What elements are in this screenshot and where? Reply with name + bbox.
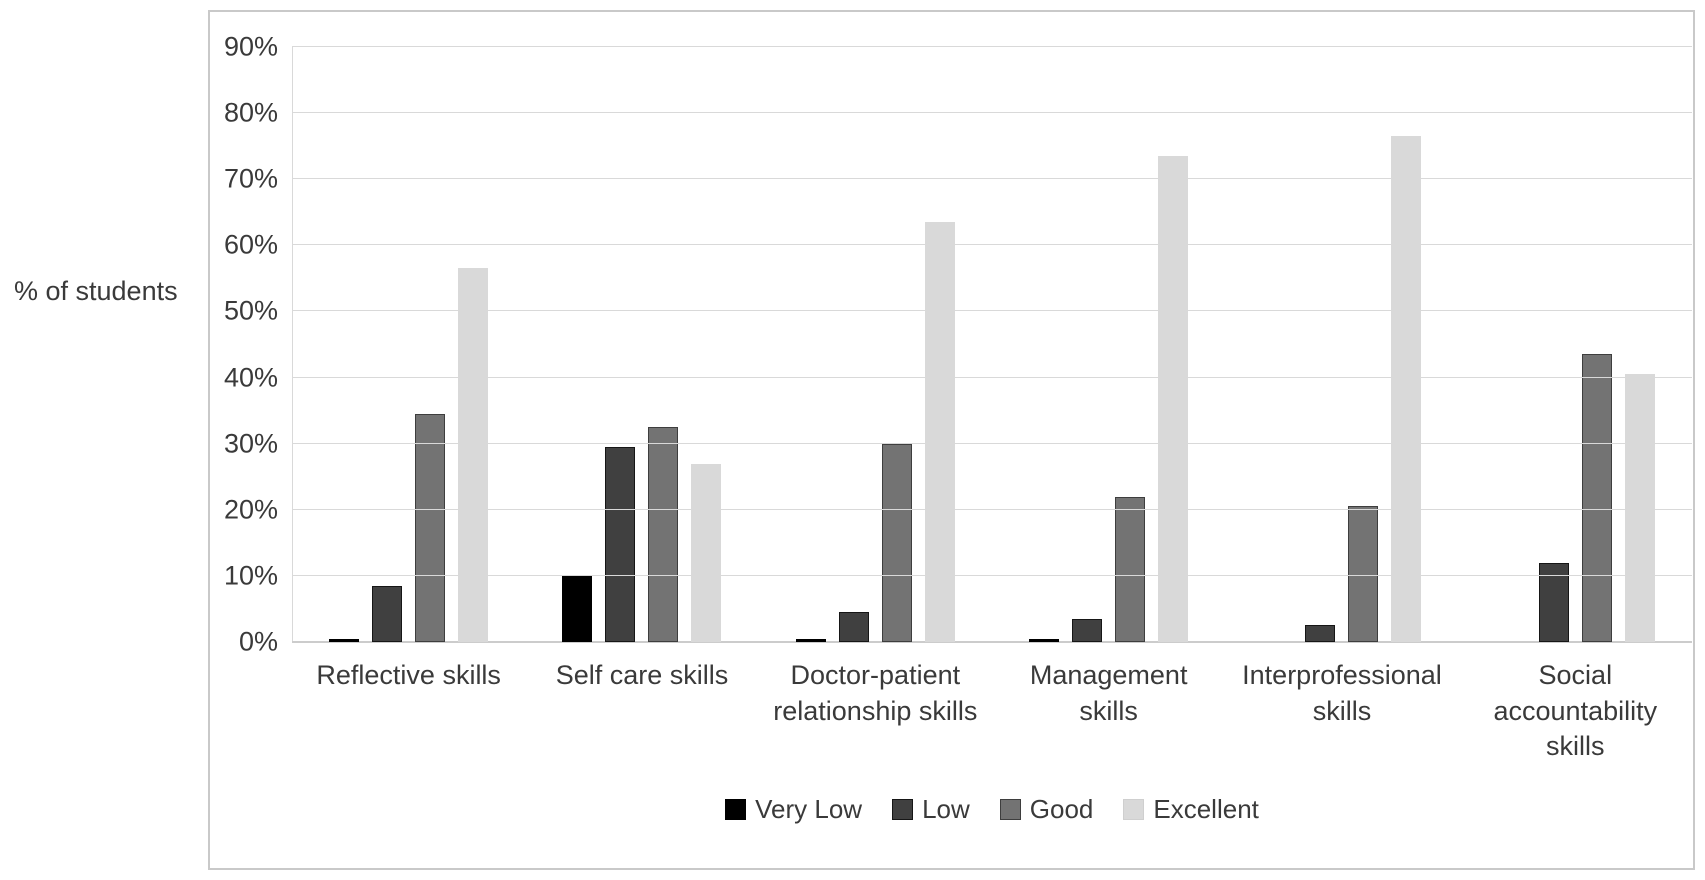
bar-group-doctor-patient — [759, 47, 992, 642]
y-tick-label-40: 40% — [223, 362, 278, 393]
y-tick-label-0: 0% — [238, 626, 278, 657]
gridline-50 — [292, 310, 1692, 312]
legend-label-very-low: Very Low — [755, 794, 863, 824]
bar-good-reflective-skills — [415, 413, 446, 642]
bar-good-doctor-patient-relationship-skills — [881, 443, 912, 642]
legend-item-good: Good — [999, 794, 1094, 825]
legend-item-very-low: Very Low — [725, 794, 862, 825]
bar-excellent-reflective-skills — [458, 268, 489, 642]
category-cell-social: Social accountability skills — [1459, 658, 1692, 765]
legend-swatch-excellent — [1123, 799, 1145, 820]
y-tick-label-90: 90% — [223, 31, 278, 62]
bar-group-management — [992, 47, 1225, 642]
category-label-reflective-skills: Reflective skills — [316, 660, 501, 690]
category-cell-self-care-skills: Self care skills — [525, 658, 758, 765]
category-label-social-accountability-skills: Social accountability skills — [1493, 660, 1658, 762]
y-tick-label-30: 30% — [223, 428, 278, 459]
category-cell-reflective-skills: Reflective skills — [292, 658, 525, 765]
bar-excellent-management-skills — [1158, 156, 1189, 642]
gridline-90 — [292, 46, 1692, 47]
y-tick-label-50: 50% — [223, 295, 278, 326]
category-cell-interprofessional: Interprofessional skills — [1225, 658, 1458, 765]
bar-very-low-reflective-skills — [329, 638, 360, 642]
bar-good-interprofessional-skills — [1348, 506, 1379, 642]
legend-swatch-very-low — [725, 799, 747, 820]
category-cell-doctor-patient: Doctor-patient relationship skills — [759, 658, 992, 765]
gridline-60 — [292, 244, 1692, 246]
legend-item-excellent: Excellent — [1123, 794, 1259, 825]
gridline-80 — [292, 112, 1692, 114]
bar-low-reflective-skills — [372, 585, 403, 642]
gridline-20 — [292, 508, 1692, 510]
legend-swatch-low — [892, 799, 914, 820]
gridline-10 — [292, 574, 1692, 576]
bar-excellent-interprofessional-skills — [1391, 136, 1422, 642]
category-label-management-skills: Management skills — [1029, 660, 1188, 726]
bar-excellent-social-accountability-skills — [1624, 374, 1655, 642]
bar-excellent-self-care-skills — [691, 463, 722, 642]
bar-groups-container — [292, 47, 1692, 642]
bar-good-self-care-skills — [648, 427, 679, 642]
y-tick-label-80: 80% — [223, 97, 278, 128]
bar-group-reflective-skills — [292, 47, 525, 642]
category-label-self-care-skills: Self care skills — [555, 660, 729, 690]
bar-low-interprofessional-skills — [1305, 625, 1336, 642]
y-axis-title: % of students — [14, 276, 178, 306]
bar-low-self-care-skills — [605, 446, 636, 642]
x-axis-baseline — [292, 641, 1692, 643]
gridline-40 — [292, 376, 1692, 378]
legend-swatch-good — [999, 799, 1021, 820]
gridline-30 — [292, 442, 1692, 444]
legend-label-good: Good — [1029, 794, 1094, 824]
bar-very-low-management-skills — [1029, 638, 1060, 642]
y-tick-label-70: 70% — [223, 163, 278, 194]
category-label-interprofessional-skills: Interprofessional skills — [1242, 660, 1442, 726]
plot-area: 0% 10% 20% 30% 40% 50% 60% 70% 80% 90% — [224, 32, 1692, 657]
y-tick-label-10: 10% — [223, 560, 278, 591]
legend: Very Low Low Good Excellent — [292, 794, 1692, 825]
category-labels-row: Reflective skills Self care skills Doctor-… — [292, 658, 1692, 765]
category-label-doctor-patient-relationship-skills: Doctor-patient relationship skills — [773, 660, 978, 726]
bar-very-low-self-care-skills — [562, 575, 593, 642]
legend-label-excellent: Excellent — [1153, 794, 1259, 824]
bar-group-interprofessional — [1225, 47, 1458, 642]
bar-low-social-accountability-skills — [1538, 562, 1569, 642]
chart-frame: 0% 10% 20% 30% 40% 50% 60% 70% 80% 90% Reflective… — [208, 10, 1695, 870]
bar-group-social — [1459, 47, 1692, 642]
y-axis-line — [292, 47, 293, 643]
legend-item-low: Low — [892, 794, 970, 825]
bar-excellent-doctor-patient-relationship-skills — [924, 222, 955, 642]
gridline-70 — [292, 178, 1692, 180]
bar-good-management-skills — [1115, 496, 1146, 642]
y-tick-label-20: 20% — [223, 494, 278, 525]
bar-low-management-skills — [1072, 618, 1103, 642]
bar-good-social-accountability-skills — [1581, 354, 1612, 642]
y-tick-label-60: 60% — [223, 229, 278, 260]
bar-group-self-care-skills — [525, 47, 758, 642]
bar-very-low-doctor-patient-relationship-skills — [795, 638, 826, 642]
bar-low-doctor-patient-relationship-skills — [838, 612, 869, 642]
category-cell-management: Management skills — [992, 658, 1225, 765]
legend-label-low: Low — [922, 794, 970, 824]
